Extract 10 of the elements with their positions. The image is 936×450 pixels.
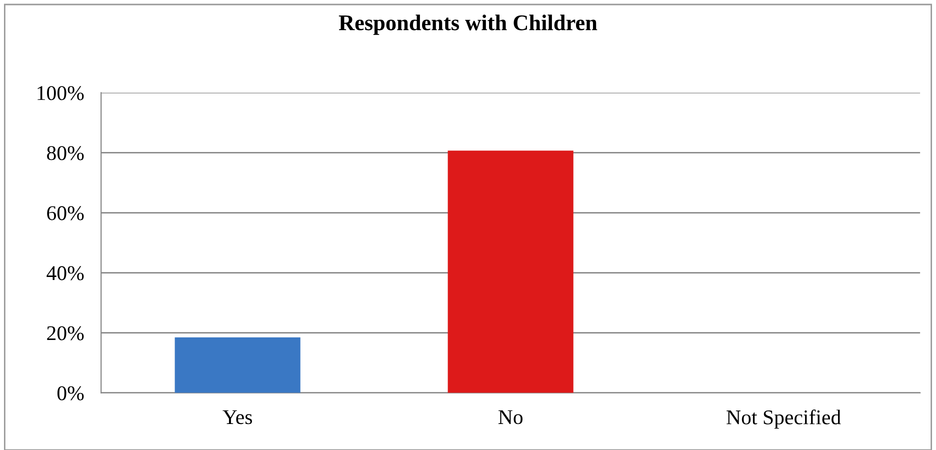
y-tick-label: 60% bbox=[47, 206, 84, 220]
y-tick-label: 0% bbox=[57, 386, 84, 400]
chart-title: Respondents with Children bbox=[338, 14, 598, 35]
x-tick-label: No bbox=[498, 410, 523, 424]
y-tick-label: 40% bbox=[46, 266, 84, 280]
x-tick-label: Yes bbox=[222, 410, 252, 424]
y-tick-label: 100% bbox=[38, 86, 84, 100]
y-tick-label: 80% bbox=[47, 146, 84, 160]
y-tick-label: 20% bbox=[47, 326, 84, 340]
x-tick-label: Not Specified bbox=[726, 410, 841, 429]
